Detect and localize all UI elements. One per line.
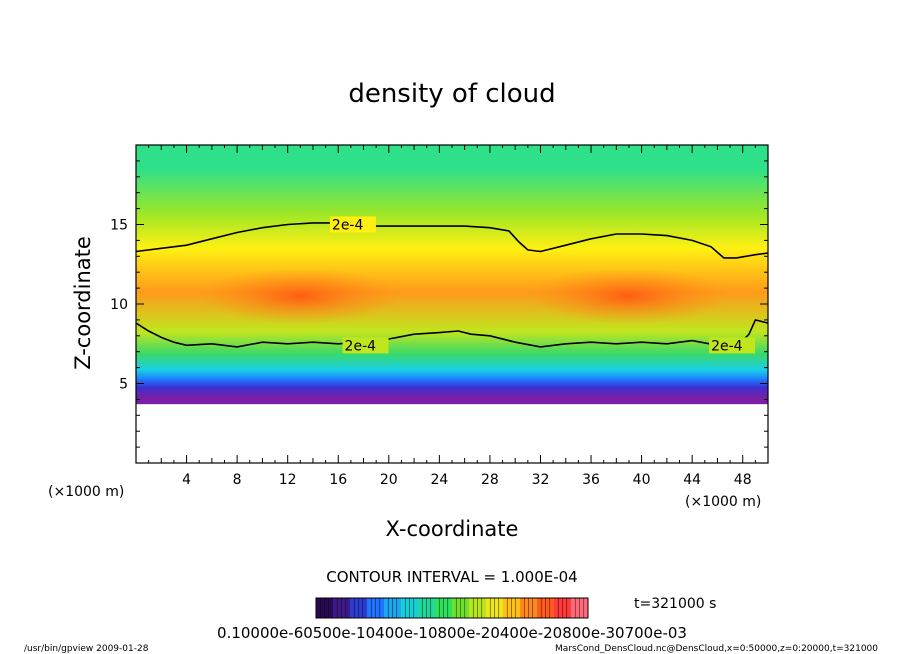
y-tick-label: 10 (110, 297, 128, 313)
x-tick-label: 24 (430, 472, 448, 488)
contour-line-upper (136, 222, 768, 259)
x-unit-label-left: (×1000 m) (48, 484, 124, 500)
x-tick-label: 16 (329, 472, 347, 488)
x-axis-title: X-coordinate (386, 517, 519, 541)
plot-area: 2e-4 2e-4 2e-4 (136, 145, 768, 405)
x-tick-label: 20 (380, 472, 398, 488)
footer-left: /usr/bin/gpview 2009-01-28 (24, 644, 149, 654)
x-tick-label: 28 (481, 472, 499, 488)
x-tick-label: 36 (582, 472, 600, 488)
x-axis-ticks: 4 8 12 16 20 24 28 32 36 40 44 48 (135, 145, 769, 488)
contour-label: 2e-4 (711, 338, 743, 354)
x-tick-label: 44 (683, 472, 701, 488)
y-axis-ticks: 5 10 15 (110, 144, 768, 464)
x-tick-label: 12 (279, 472, 297, 488)
y-tick-label: 5 (119, 377, 128, 393)
contour-label-bg (342, 337, 389, 354)
colorbar-frame (315, 597, 589, 619)
contour-labels: 2e-4 2e-4 2e-4 (329, 216, 756, 354)
time-label: t=321000 s (634, 596, 716, 612)
footer-right: MarsCond_DensCloud.nc@DensCloud,x=0:5000… (555, 644, 878, 654)
density-core-right (527, 267, 731, 325)
colorbar-labels: 0.10000e-60500e-10400e-10800e-20400e-208… (217, 624, 687, 642)
chart-title: density of cloud (348, 79, 555, 109)
x-tick-label: 4 (182, 472, 191, 488)
contour-label: 2e-4 (332, 218, 364, 234)
y-tick-label: 15 (110, 218, 128, 234)
contour-label: 2e-4 (345, 338, 377, 354)
x-unit-label-right: (×1000 m) (685, 494, 761, 510)
density-core-left (199, 267, 402, 325)
x-tick-label: 48 (734, 472, 752, 488)
y-axis-title: Z-coordinate (71, 236, 95, 370)
contour-line-lower (136, 318, 768, 348)
contour-label-bg (329, 216, 376, 233)
contour-label-bg (709, 337, 756, 354)
x-tick-label: 40 (633, 472, 651, 488)
x-tick-label: 8 (233, 472, 242, 488)
x-tick-label: 32 (532, 472, 550, 488)
contour-interval-text: CONTOUR INTERVAL = 1.000E-04 (326, 568, 577, 586)
colorbar (316, 598, 589, 618)
